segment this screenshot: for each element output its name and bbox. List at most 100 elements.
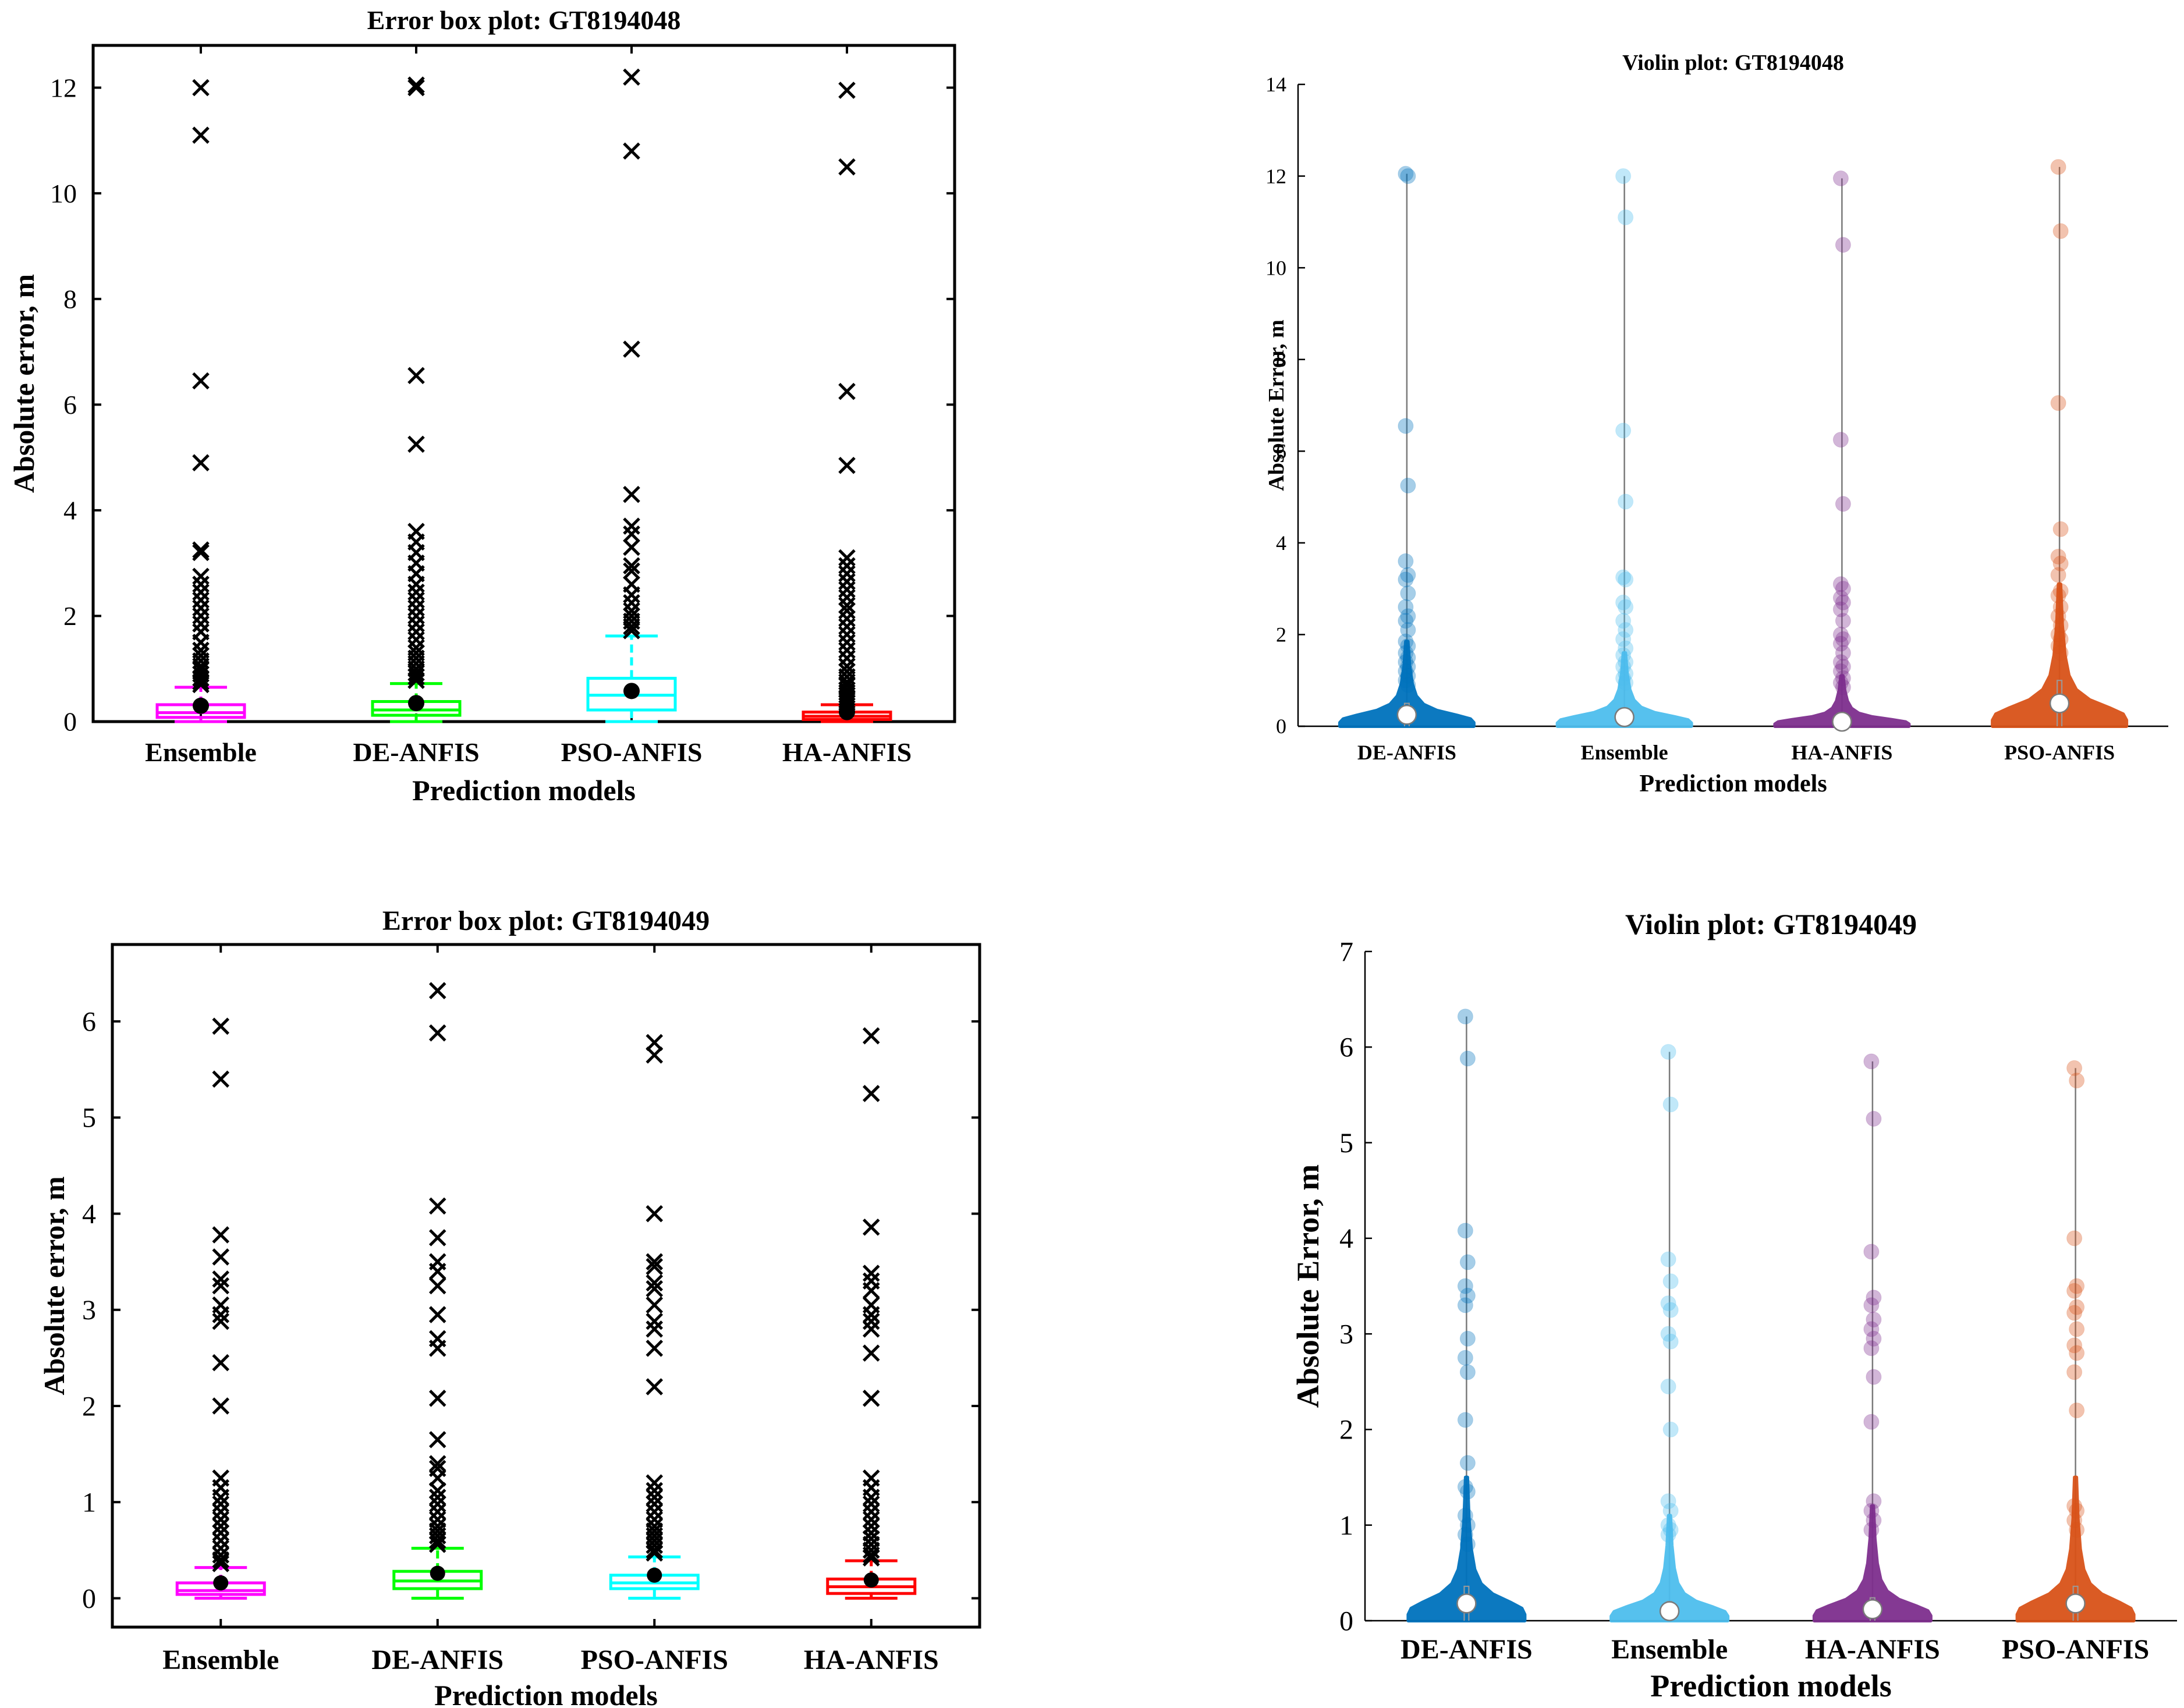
data-point: [2066, 1364, 2083, 1380]
y-tick-label: 6: [63, 390, 77, 420]
data-point: [1835, 645, 1851, 661]
median-point: [1862, 1599, 1883, 1620]
outlier-point: [623, 594, 640, 612]
data-point: [1662, 1503, 1679, 1519]
data-point: [1863, 1522, 1880, 1538]
outlier-point: [428, 1469, 446, 1487]
outlier-point: [212, 1524, 230, 1542]
chart-title: Violin plot: GT8194048: [1622, 51, 1844, 75]
data-point: [1398, 663, 1414, 679]
data-point-group: [2050, 159, 2069, 661]
outlier-point: [212, 1070, 230, 1088]
outlier-point: [407, 576, 425, 593]
x-tick-label: HA-ANFIS: [804, 1645, 939, 1675]
y-tick-label: 4: [63, 496, 77, 525]
y-tick-label: 2: [82, 1391, 96, 1422]
outlier-point: [646, 1258, 664, 1276]
outlier-point: [192, 576, 210, 593]
data-point: [1459, 1254, 1476, 1270]
data-point: [1662, 1273, 1679, 1290]
outlier-group: [646, 1034, 664, 1562]
outlier-point: [212, 1532, 230, 1550]
outlier-point: [212, 1017, 230, 1035]
data-point: [1866, 1369, 1882, 1385]
outlier-point: [407, 623, 425, 641]
data-point: [1863, 1321, 1880, 1337]
data-point: [1398, 654, 1414, 670]
outlier-point: [428, 1489, 446, 1506]
median-point: [1832, 711, 1852, 732]
outlier-point: [838, 649, 856, 667]
outlier-point: [623, 485, 640, 503]
data-point: [1835, 594, 1851, 610]
outlier-point: [838, 557, 856, 574]
data-point: [1615, 613, 1632, 629]
outlier-point: [838, 602, 856, 620]
outlier-point: [646, 1474, 664, 1492]
outlier-point: [428, 982, 446, 1000]
median-point: [1396, 705, 1417, 725]
outlier-point: [407, 668, 425, 686]
data-point-group: [1660, 1044, 1679, 1543]
series-ha-anfis: [826, 1027, 917, 1600]
outlier-point: [407, 79, 425, 97]
series-ensemble: [1555, 168, 1693, 728]
data-point: [1660, 1493, 1676, 1510]
data-point: [1660, 1517, 1676, 1533]
data-point: [1863, 1503, 1880, 1519]
data-point: [1832, 674, 1849, 691]
outlier-point: [428, 1431, 446, 1448]
outlier-point: [838, 81, 856, 99]
data-point: [2069, 1345, 2085, 1361]
violin-body: [1991, 582, 2129, 728]
series-de-anfis: [371, 76, 462, 723]
data-point-group: [1832, 171, 1851, 695]
data-point: [1832, 590, 1849, 606]
x-axis-label: Prediction models: [1650, 1668, 1891, 1703]
y-tick-label: 4: [1276, 531, 1286, 555]
series-ha-anfis: [802, 81, 892, 723]
data-point: [1615, 168, 1632, 184]
outlier-point: [862, 1495, 880, 1513]
outlier-point: [838, 581, 856, 598]
data-point: [2066, 1305, 2083, 1321]
data-point: [2066, 1498, 2083, 1514]
outlier-group: [192, 79, 210, 694]
y-tick-label: 2: [1339, 1415, 1353, 1446]
outlier-point: [428, 1532, 446, 1550]
y-axis-label: Absolute Error, m: [1264, 319, 1289, 491]
outlier-point: [192, 669, 210, 687]
series-pso-anfis: [1991, 159, 2129, 728]
data-point: [2066, 1060, 2083, 1076]
outlier-point: [192, 79, 210, 97]
data-point: [2052, 223, 2069, 239]
outlier-point: [862, 1549, 880, 1567]
outlier-point: [192, 607, 210, 625]
violin-body: [1338, 640, 1476, 728]
data-point: [2050, 626, 2066, 642]
x-tick-label: DE-ANFIS: [1357, 741, 1456, 764]
outlier-point: [646, 1340, 664, 1357]
y-tick-label: 0: [1276, 715, 1286, 738]
outlier-point: [862, 1390, 880, 1407]
series-de-anfis: [392, 982, 483, 1600]
outlier-point: [623, 538, 640, 556]
data-point: [2066, 1512, 2083, 1528]
outlier-point: [838, 641, 856, 659]
data-point: [2066, 1283, 2083, 1299]
outlier-point: [838, 588, 856, 606]
plot-frame: [111, 943, 981, 1629]
outlier-point: [838, 565, 856, 583]
outlier-point: [407, 615, 425, 633]
outlier-point: [646, 1312, 664, 1330]
series-de-anfis: [1406, 1009, 1527, 1622]
data-point-group: [1863, 1053, 1882, 1538]
outlier-point: [428, 1277, 446, 1295]
data-point: [1832, 663, 1849, 679]
outlier-group: [407, 76, 425, 689]
y-tick-label: 0: [63, 707, 77, 737]
data-point: [1662, 1096, 1679, 1113]
outlier-point: [428, 1340, 446, 1357]
data-point: [1457, 1223, 1473, 1239]
series-pso-anfis: [586, 68, 677, 723]
